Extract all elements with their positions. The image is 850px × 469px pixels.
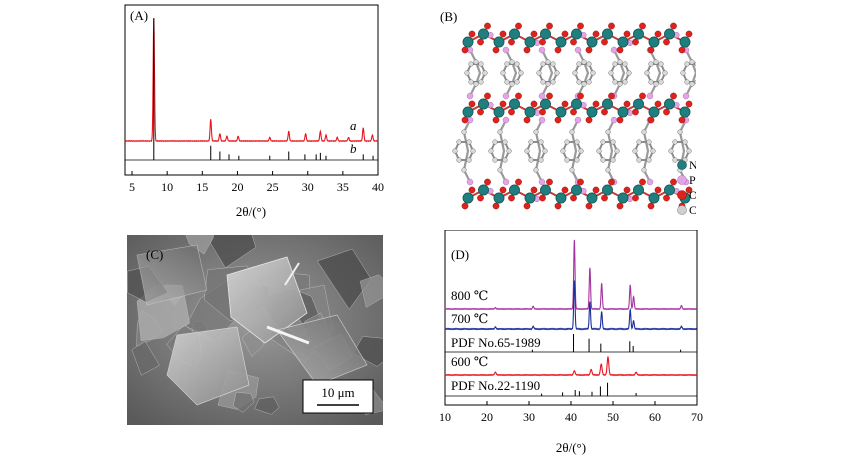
- scale-bar-box: [302, 379, 374, 414]
- panel-a-xlabel: 2θ/(°): [236, 204, 266, 219]
- x-tick-label: 20: [481, 410, 493, 424]
- panel-d-600-label: 600 ℃: [451, 354, 488, 369]
- x-tick-label: 30: [302, 180, 314, 194]
- panel-a-trace-b-label: b: [350, 141, 357, 156]
- panel-c-label: (C): [146, 247, 163, 262]
- structure-illustration: [452, 22, 696, 210]
- panel-d-xrd-chart: (D) 800 ℃ 700 ℃ PDF No.65-1989 600 ℃ PDF…: [439, 230, 703, 455]
- scale-bar-label: 10 μm: [321, 385, 354, 400]
- x-tick-label: 30: [523, 410, 535, 424]
- panel-d-xlabel: 2θ/(°): [556, 440, 586, 455]
- panel-a-xrd-chart: (A) a b 5 10 15 20 25 30 35 40 2θ/(°): [124, 4, 384, 219]
- panel-d-label: (D): [451, 247, 469, 262]
- panel-a-trace-b: [153, 18, 374, 160]
- panel-a-x-axis: 5 10 15 20 25 30 35 40: [129, 171, 384, 194]
- x-tick-label: 40: [565, 410, 577, 424]
- panel-c-sem-image: (C) 10 μm: [127, 235, 383, 425]
- panel-d-trace-800: [444, 239, 698, 311]
- legend-ni-label: Ni: [689, 158, 696, 172]
- x-tick-label: 10: [439, 410, 451, 424]
- x-tick-label: 50: [607, 410, 619, 424]
- x-tick-label: 15: [196, 180, 208, 194]
- x-tick-label: 40: [372, 180, 384, 194]
- panel-d-trace-600: [444, 355, 698, 377]
- panel-d-800-label: 800 ℃: [451, 288, 488, 303]
- legend-ni-swatch: [677, 160, 687, 170]
- panel-a-trace-a-label: a: [350, 118, 357, 133]
- x-tick-label: 20: [231, 180, 243, 194]
- panel-d-pdf2-label: PDF No.22-1190: [451, 378, 540, 393]
- x-tick-label: 5: [129, 180, 135, 194]
- panel-a-label: (A): [130, 8, 148, 23]
- legend-p-label: P: [689, 173, 696, 187]
- panel-d-trace-700: [444, 280, 698, 331]
- panel-d-pdf1-label: PDF No.65-1989: [451, 335, 541, 350]
- legend-c-label: C: [689, 203, 696, 217]
- panel-d-x-axis: 10 20 30 40 50 60 70: [439, 401, 703, 424]
- panel-d-700-label: 700 ℃: [451, 311, 488, 326]
- legend-p-swatch: [677, 175, 687, 185]
- panel-b-label: (B): [440, 9, 457, 24]
- legend-o-label: O: [689, 188, 696, 202]
- x-tick-label: 10: [161, 180, 173, 194]
- panel-a-trace-a: [124, 18, 379, 143]
- panel-b-legend: Ni P O C: [677, 158, 696, 217]
- legend-c-swatch: [677, 205, 687, 215]
- x-tick-label: 35: [337, 180, 349, 194]
- x-tick-label: 25: [267, 180, 279, 194]
- x-tick-label: 70: [691, 410, 703, 424]
- panel-d-pdf2-sticks: [541, 382, 637, 396]
- legend-o-swatch: [677, 190, 687, 200]
- panel-b-crystal-structure: (B) Ni P O C: [440, 9, 696, 217]
- panel-d-pdf1-sticks: [531, 334, 682, 352]
- panel-a-frame: [124, 4, 379, 176]
- x-tick-label: 60: [649, 410, 661, 424]
